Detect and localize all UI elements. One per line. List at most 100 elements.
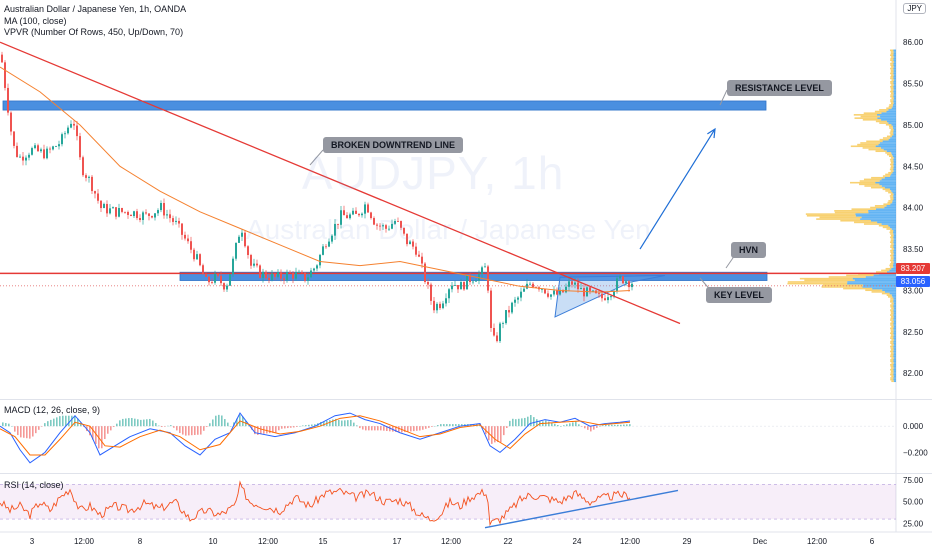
vp-row-up: [890, 340, 894, 343]
vp-row-down: [886, 205, 896, 207]
macd-hist-bar: [116, 423, 118, 427]
macd-hist-bar: [14, 426, 16, 432]
currency-button[interactable]: JPY: [903, 3, 926, 14]
vp-row-up: [870, 206, 885, 209]
macd-hist-bar: [371, 426, 373, 431]
pane-separator-macd[interactable]: [0, 399, 932, 400]
signal-line: [0, 415, 631, 456]
candle-body: [559, 289, 561, 295]
vp-row-up: [890, 130, 894, 133]
vp-row-up: [891, 79, 894, 81]
candle-body: [289, 272, 291, 273]
rsi-legend[interactable]: RSI (14, close): [4, 480, 64, 490]
candle-body: [601, 293, 603, 299]
candle-body: [121, 208, 123, 212]
candle-body: [364, 204, 366, 214]
candle-body: [223, 283, 225, 290]
pane-separator-rsi[interactable]: [0, 473, 932, 474]
time-tick-label: 22: [504, 537, 513, 546]
vp-row-down: [893, 310, 896, 313]
macd-hist-bar: [620, 424, 622, 427]
ma-legend[interactable]: MA (100, close): [4, 16, 67, 26]
vp-row-up: [890, 99, 894, 101]
macd-hist-bar: [569, 423, 571, 427]
candle-body: [358, 213, 360, 216]
macd-hist-bar: [254, 426, 256, 435]
vp-row-down: [893, 51, 896, 53]
macd-legend[interactable]: MACD (12, 26, close, 9): [4, 405, 101, 415]
macd-hist-bar: [626, 424, 628, 427]
vp-row-up: [890, 314, 894, 316]
vp-row-up: [890, 254, 894, 257]
candle-body: [4, 62, 6, 88]
vp-row-up: [891, 61, 894, 63]
candle-body: [181, 223, 183, 235]
vp-row-down: [893, 71, 896, 73]
vp-row-down: [892, 201, 896, 204]
vp-row-down: [893, 49, 896, 52]
candle-body: [382, 225, 384, 227]
candle-body: [400, 221, 402, 228]
macd-hist-bar: [530, 415, 532, 427]
macd-hist-bar: [551, 422, 553, 427]
vp-row-down: [877, 221, 896, 224]
macd-hist-bar: [167, 425, 169, 427]
vp-row-down: [862, 286, 896, 288]
vp-row-up: [889, 266, 894, 268]
candle-body: [616, 278, 618, 292]
candle-body: [442, 303, 444, 309]
vp-row-up: [821, 286, 863, 288]
candle-body: [205, 274, 207, 277]
candle-body: [394, 220, 396, 224]
vp-row-down: [893, 327, 896, 330]
macd-hist-bar: [176, 426, 178, 431]
candle-body: [145, 212, 147, 214]
vp-row-down: [893, 80, 896, 83]
vp-row-down: [893, 315, 896, 318]
candle-body: [55, 146, 57, 148]
macd-hist-bar: [293, 426, 295, 428]
candle-body: [631, 283, 633, 288]
macd-hist-bar: [380, 426, 382, 431]
candle-body: [52, 146, 54, 150]
macd-hist-bar: [104, 426, 106, 440]
vp-row-down: [893, 377, 896, 379]
vpvr-legend[interactable]: VPVR (Number Of Rows, 450, Up/Down, 70): [4, 27, 184, 37]
macd-hist-bar: [614, 424, 616, 427]
vp-row-up: [890, 49, 894, 52]
macd-hist-bar: [608, 424, 610, 427]
vp-row-down: [893, 64, 896, 66]
macd-hist-bar: [473, 424, 475, 427]
macd-hist-bar: [206, 426, 208, 428]
candle-body: [460, 282, 462, 290]
vp-row-up: [890, 67, 894, 70]
macd-hist-bar: [38, 426, 40, 430]
candle-body: [373, 218, 375, 225]
candle-body: [118, 208, 120, 217]
vp-row-down: [893, 317, 896, 320]
vp-row-down: [854, 279, 896, 282]
candle-body: [253, 263, 255, 266]
vp-row-down: [893, 90, 896, 93]
vp-row-up: [890, 310, 894, 313]
vp-row-up: [890, 133, 894, 136]
vp-row-up: [887, 201, 893, 204]
vp-row-down: [893, 325, 896, 328]
vp-row-up: [891, 362, 894, 364]
macd-hist-bar: [107, 426, 109, 434]
vp-row-up: [890, 258, 894, 260]
vp-row-down: [892, 104, 896, 106]
macd-hist-bar: [491, 426, 493, 444]
vp-row-up: [862, 119, 882, 121]
candle-body: [124, 211, 126, 213]
vp-row-up: [891, 380, 894, 383]
vp-row-up: [878, 224, 889, 227]
macd-hist-bar: [119, 420, 121, 427]
candle-body: [286, 272, 288, 281]
vp-row-up: [889, 264, 894, 267]
vp-row-up: [879, 138, 889, 141]
candle-body: [136, 211, 138, 219]
macd-line: [0, 412, 631, 464]
macd-hist-bar: [5, 423, 7, 427]
candle-body: [571, 281, 573, 285]
